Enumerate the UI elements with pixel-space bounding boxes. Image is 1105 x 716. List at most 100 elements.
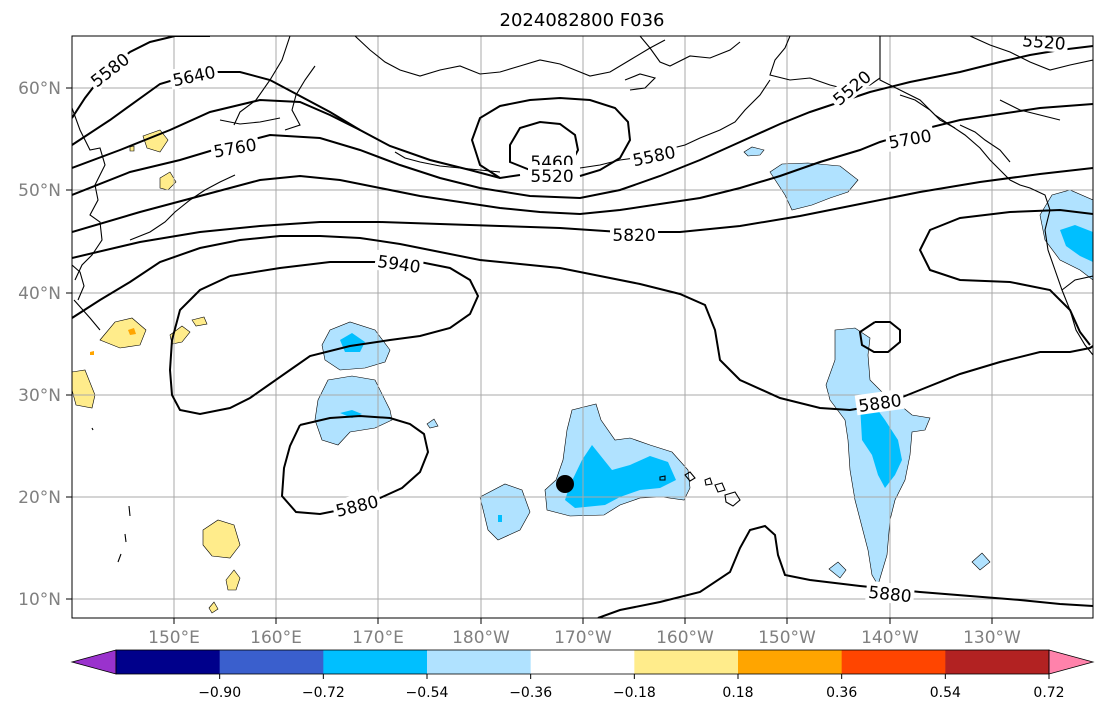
lon-label: 150°W [758, 628, 816, 648]
point-marker [556, 475, 574, 493]
coastline [129, 174, 236, 241]
contour-label-text: 5700 [887, 126, 933, 153]
coastline [714, 482, 726, 493]
coastline [219, 117, 281, 125]
coastline [72, 107, 106, 281]
colorbar-segment [323, 650, 428, 674]
lon-label: 130°W [963, 628, 1021, 648]
coastline [72, 264, 85, 301]
lon-label: 160°E [250, 628, 302, 648]
gridlines [72, 36, 1093, 618]
map-title: 2024082800 F036 [500, 10, 665, 31]
coastlines [72, 36, 1093, 563]
coastline [659, 475, 666, 481]
coastline [73, 299, 101, 331]
lat-label: 40°N [18, 284, 61, 304]
strong-negative-anomaly-area [565, 445, 676, 508]
lat-label: 60°N [18, 79, 61, 99]
contour-line [72, 98, 361, 169]
contour-label: 5760 [209, 132, 261, 163]
contour-label-text: 5820 [612, 226, 655, 246]
coastline [999, 99, 1061, 121]
lat-label: 20°N [18, 488, 61, 508]
coastline [969, 36, 1093, 71]
positive-anomaly-area [129, 145, 135, 152]
contour-label-text: 5520 [1021, 31, 1066, 55]
lat-label: 30°N [18, 386, 61, 406]
colorbar-segment [841, 650, 946, 674]
positive-anomaly-area [99, 317, 147, 349]
lon-label: 140°W [861, 628, 919, 648]
coastline [233, 36, 291, 126]
contour-label-text: 5760 [212, 135, 258, 162]
coastline [91, 427, 94, 431]
lon-label: 180°W [452, 628, 510, 648]
coastline [117, 505, 131, 563]
positive-anomaly-area [159, 171, 177, 191]
colorbar-tick-label: 0.54 [930, 685, 961, 701]
contour-line [858, 321, 901, 353]
contour-label: 5880 [854, 388, 906, 417]
contour-line [72, 71, 521, 180]
coastline [394, 151, 501, 173]
negative-anomaly-area [743, 146, 765, 157]
negative-anomaly-area [479, 483, 531, 541]
contour-line [72, 235, 1093, 412]
colorbar: −0.90 −0.72 −0.54 −0.36 −0.18 0.18 0.36 0.54 0.7… [70, 649, 1095, 701]
coastline [639, 36, 741, 67]
coastline [959, 124, 1011, 163]
colorbar-segment [219, 650, 324, 674]
colorbar-outline [115, 649, 1050, 675]
colorbar-extend-high [1048, 649, 1095, 675]
contour-label: 5940 [373, 249, 425, 278]
contour-label-text: 5520 [530, 167, 573, 187]
negative-anomaly-area [828, 561, 847, 579]
coastline [284, 65, 316, 131]
contour-label-text: 5880 [867, 583, 912, 607]
coastline [704, 477, 713, 486]
contour-label: 5640 [168, 60, 220, 91]
coastline [899, 94, 956, 129]
colorbar-tick-label: −0.54 [406, 685, 449, 701]
colorbar-tick-label: 0.72 [1033, 685, 1064, 701]
coastline [1061, 275, 1093, 291]
colorbar-extend-low [70, 649, 117, 675]
negative-anomaly-area [769, 162, 859, 211]
contour-line [72, 36, 210, 119]
coastline [579, 79, 771, 169]
contour-label: 5820 [610, 224, 658, 246]
colorbar-segment [116, 650, 221, 674]
positive-anomaly-area [202, 519, 241, 559]
coastline [684, 471, 696, 482]
strong-negative-anomaly-area [1060, 225, 1093, 262]
contour-line [918, 208, 1093, 346]
positive-anomaly-area [142, 129, 169, 153]
contour-label-text: 5640 [171, 63, 217, 92]
colorbar-segment [945, 650, 1050, 674]
coastline [354, 36, 666, 77]
colorbar-segment [738, 650, 843, 674]
colorbar-segment [530, 650, 635, 674]
moderate-positive-anomaly-area [128, 328, 136, 335]
colorbar-tick-label: 0.36 [826, 685, 857, 701]
negative-anomaly-area [314, 375, 393, 446]
colorbar-segment [634, 650, 739, 674]
positive-anomaly-area [208, 601, 219, 614]
lon-label: 170°E [352, 628, 404, 648]
coastline [724, 491, 741, 507]
contour-label: 5520 [528, 165, 576, 187]
negative-anomaly-area [426, 418, 439, 429]
contour-line [470, 96, 632, 179]
contour-line [597, 524, 1093, 618]
positive-anomaly-area [72, 369, 96, 409]
colorbar-tick-label: −0.36 [509, 685, 552, 701]
contour-line [72, 167, 1093, 259]
strong-negative-anomaly-area [860, 402, 902, 488]
contour-line [168, 261, 480, 416]
lon-label: 160°W [656, 628, 714, 648]
contour-label: 5520 [1019, 31, 1069, 55]
positive-anomaly-area [191, 316, 208, 327]
strong-negative-anomaly-area [498, 515, 502, 522]
colorbar-tick-label: −0.90 [198, 685, 241, 701]
